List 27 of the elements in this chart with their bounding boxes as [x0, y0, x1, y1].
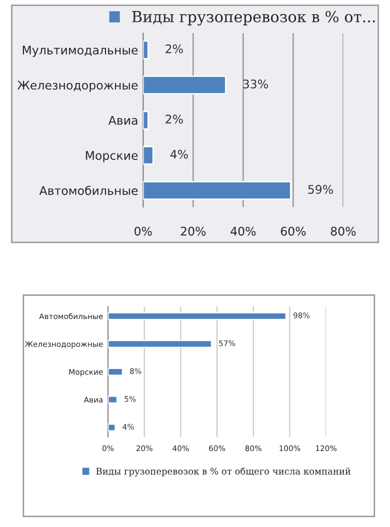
data-label: 4% [170, 150, 188, 159]
data-label: 2% [166, 114, 183, 124]
bar [108, 395, 118, 404]
x-tick-label: 60% [280, 226, 306, 236]
x-tick-label: 40% [230, 226, 256, 236]
data-label: 2% [166, 44, 183, 54]
y-tick-label: Автомобильные [39, 186, 138, 196]
y-tick-label: Авиа [108, 116, 138, 125]
bar [143, 146, 154, 165]
data-label: 59% [308, 184, 333, 194]
legend-label: Виды грузоперевозок в % от общего числа компаний [96, 467, 350, 476]
bar [108, 312, 287, 320]
bar [143, 76, 226, 94]
bar [143, 110, 149, 130]
data-label: 33% [243, 80, 268, 88]
bar [108, 368, 124, 376]
x-tick-label: 20% [180, 226, 206, 236]
bar [108, 340, 212, 348]
y-tick-label: Мультимодальные [22, 46, 138, 57]
bar [143, 40, 149, 60]
legend-label: Виды грузоперевозок в % от... [132, 10, 375, 26]
x-tick-label: 80% [330, 226, 356, 236]
bar [143, 180, 292, 200]
bar [108, 423, 116, 432]
y-tick-label: Железнодорожные [17, 80, 138, 92]
y-tick-label: Морские [86, 151, 138, 162]
x-tick-label: 0% [134, 226, 152, 236]
